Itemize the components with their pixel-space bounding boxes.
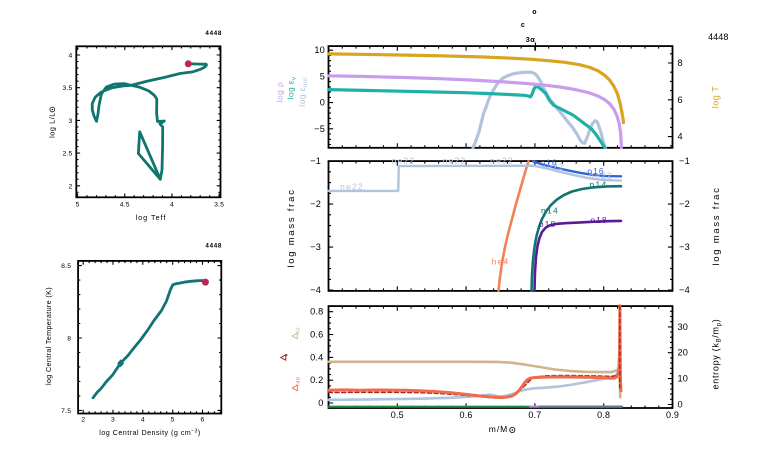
svg-text:30: 30 [678, 322, 689, 332]
svg-text:ad: ad [296, 327, 302, 334]
svg-text:−3: −3 [679, 242, 690, 252]
svg-text:0.6: 0.6 [310, 330, 323, 340]
svg-text:4: 4 [69, 53, 73, 60]
svg-text:log Central Density (g cm−3): log Central Density (g cm−3) [99, 428, 200, 437]
svg-text:0: 0 [678, 400, 683, 410]
svg-text:ne22: ne22 [443, 155, 467, 165]
svg-text:2.5: 2.5 [62, 151, 72, 158]
svg-text:8.5: 8.5 [61, 263, 71, 270]
svg-text:ne22: ne22 [490, 155, 514, 165]
svg-text:0.4: 0.4 [310, 352, 323, 362]
svg-text:0.6: 0.6 [460, 410, 473, 420]
svg-text:o: o [532, 9, 536, 16]
svg-text:log Teff: log Teff [136, 213, 167, 222]
svg-text:4448: 4448 [205, 30, 222, 37]
svg-text:ne22: ne22 [392, 155, 416, 165]
svg-text:0.7: 0.7 [528, 410, 541, 420]
svg-text:4448: 4448 [708, 32, 728, 42]
svg-text:0: 0 [320, 98, 325, 108]
svg-text:ne22: ne22 [340, 182, 364, 192]
svg-text:7.5: 7.5 [61, 408, 71, 415]
svg-text:log εnuc: log εnuc [297, 76, 309, 106]
svg-text:4448: 4448 [205, 243, 222, 250]
svg-text:ne22: ne22 [541, 162, 565, 172]
svg-text:log mass frac: log mass frac [286, 188, 297, 267]
svg-text:3.5: 3.5 [214, 202, 224, 209]
svg-text:0.5: 0.5 [391, 410, 404, 420]
svg-text:0.9: 0.9 [666, 410, 679, 420]
svg-text:5: 5 [320, 71, 325, 81]
svg-text:0: 0 [318, 398, 323, 408]
svg-text:2: 2 [81, 417, 85, 424]
svg-text:20: 20 [678, 348, 689, 358]
svg-text:−2: −2 [310, 199, 321, 209]
svg-text:0.8: 0.8 [597, 410, 610, 420]
svg-text:3.5: 3.5 [62, 85, 72, 92]
svg-text:log Central Temperature (K): log Central Temperature (K) [44, 287, 53, 385]
svg-text:n14: n14 [589, 179, 607, 189]
svg-text:−1: −1 [310, 156, 321, 166]
svg-text:o18: o18 [539, 219, 556, 229]
svg-text:−2: −2 [679, 199, 690, 209]
svg-text:3: 3 [111, 417, 115, 424]
svg-text:0.8: 0.8 [310, 307, 323, 317]
svg-text:n14: n14 [541, 205, 559, 215]
svg-text:o16: o16 [540, 158, 557, 168]
svg-text:4: 4 [141, 417, 145, 424]
svg-text:ne22: ne22 [589, 171, 613, 181]
svg-text:−3: −3 [310, 242, 321, 252]
svg-text:o18: o18 [590, 215, 607, 225]
svg-text:10: 10 [678, 374, 689, 384]
svg-text:m/M: m/M [489, 424, 509, 434]
svg-text:5: 5 [76, 202, 80, 209]
svg-text:log εν: log εν [286, 77, 298, 100]
svg-text:6: 6 [200, 417, 204, 424]
svg-text:4.5: 4.5 [120, 202, 130, 209]
svg-text:o16: o16 [587, 166, 604, 176]
svg-text:2: 2 [69, 183, 73, 190]
svg-text:4: 4 [170, 202, 174, 209]
svg-text:−4: −4 [679, 285, 690, 295]
svg-text:3: 3 [69, 118, 73, 125]
svg-text:he4: he4 [492, 256, 510, 266]
svg-text:10: 10 [314, 45, 325, 55]
svg-text:8: 8 [67, 336, 71, 343]
svg-text:−4: −4 [310, 285, 321, 295]
svg-text:log mass frac: log mass frac [711, 186, 722, 265]
svg-text:5: 5 [171, 417, 175, 424]
svg-text:8: 8 [678, 58, 683, 68]
svg-text:log ρ: log ρ [275, 82, 285, 103]
svg-text:log L/L: log L/L [48, 112, 57, 138]
svg-text:4: 4 [678, 132, 683, 142]
svg-text:6: 6 [678, 95, 683, 105]
svg-text:−5: −5 [314, 124, 325, 134]
svg-text:log T: log T [711, 86, 721, 109]
svg-text:3α: 3α [526, 35, 536, 44]
svg-text:c: c [521, 22, 525, 29]
svg-text:0.2: 0.2 [310, 375, 323, 385]
svg-text:entropy (kB/mp): entropy (kB/mp) [711, 319, 723, 390]
svg-text:rad: rad [296, 377, 302, 386]
svg-text:−1: −1 [679, 156, 690, 166]
